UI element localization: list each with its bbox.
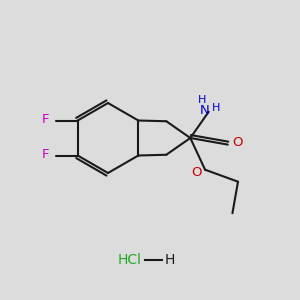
Text: N: N [200, 104, 209, 117]
Text: HCl: HCl [118, 253, 142, 267]
Text: H: H [197, 95, 206, 105]
Text: F: F [42, 113, 50, 126]
Text: F: F [42, 148, 50, 161]
Text: H: H [165, 253, 175, 267]
Text: O: O [191, 166, 201, 179]
Text: O: O [232, 136, 243, 149]
Text: H: H [212, 103, 220, 113]
